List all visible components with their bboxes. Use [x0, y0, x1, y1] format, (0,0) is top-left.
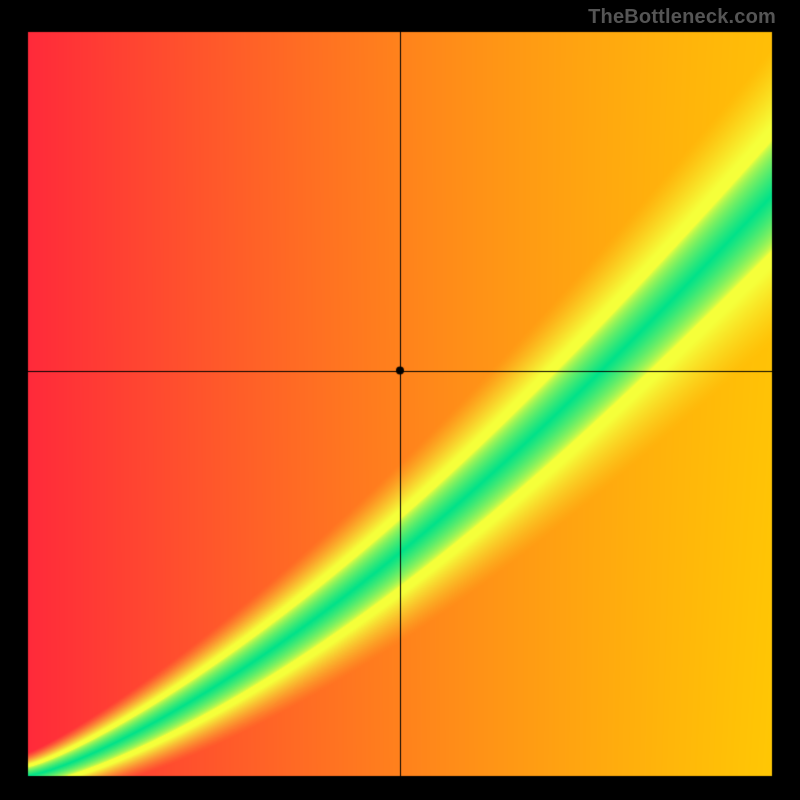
root: TheBottleneck.com — [0, 0, 800, 800]
watermark-text: TheBottleneck.com — [588, 6, 776, 29]
bottleneck-heatmap — [0, 0, 800, 800]
